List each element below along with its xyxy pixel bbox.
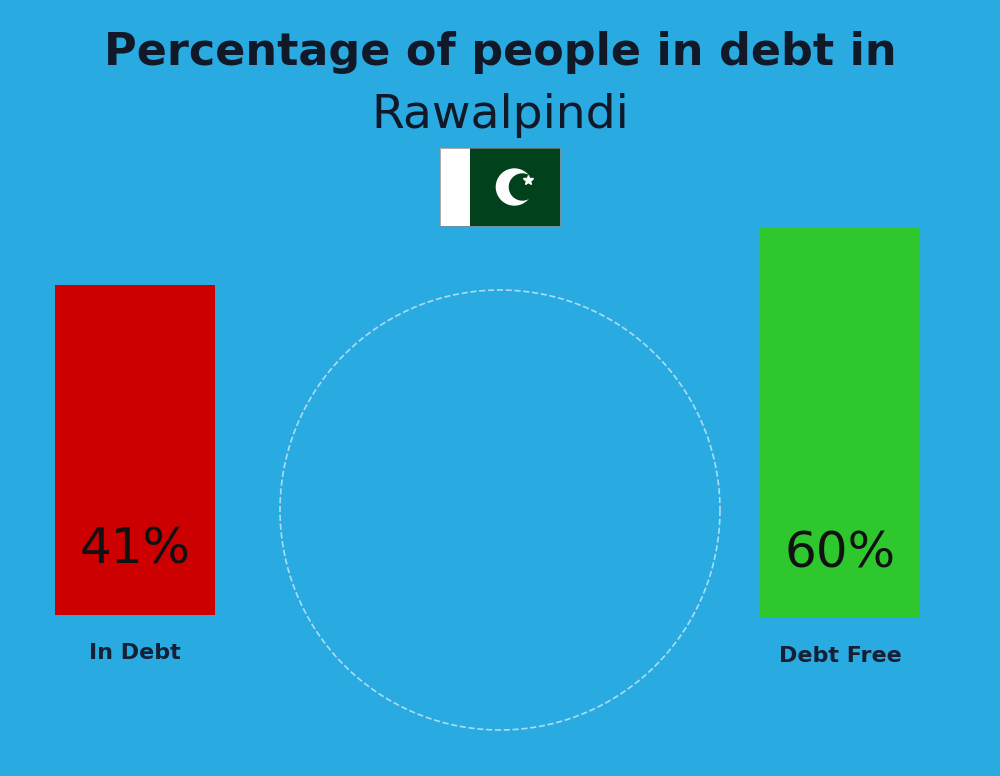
Text: 41%: 41% — [80, 526, 190, 574]
Bar — [440, 148, 560, 226]
Bar — [470, 148, 560, 226]
Bar — [440, 148, 470, 226]
Text: In Debt: In Debt — [89, 643, 181, 663]
Text: Percentage of people in debt in: Percentage of people in debt in — [104, 30, 896, 74]
Text: Rawalpindi: Rawalpindi — [371, 92, 629, 137]
Bar — [760, 228, 920, 618]
Circle shape — [509, 174, 535, 200]
Bar — [55, 285, 215, 615]
Text: Debt Free: Debt Free — [779, 646, 901, 666]
Text: 60%: 60% — [784, 529, 896, 577]
Circle shape — [496, 169, 532, 205]
